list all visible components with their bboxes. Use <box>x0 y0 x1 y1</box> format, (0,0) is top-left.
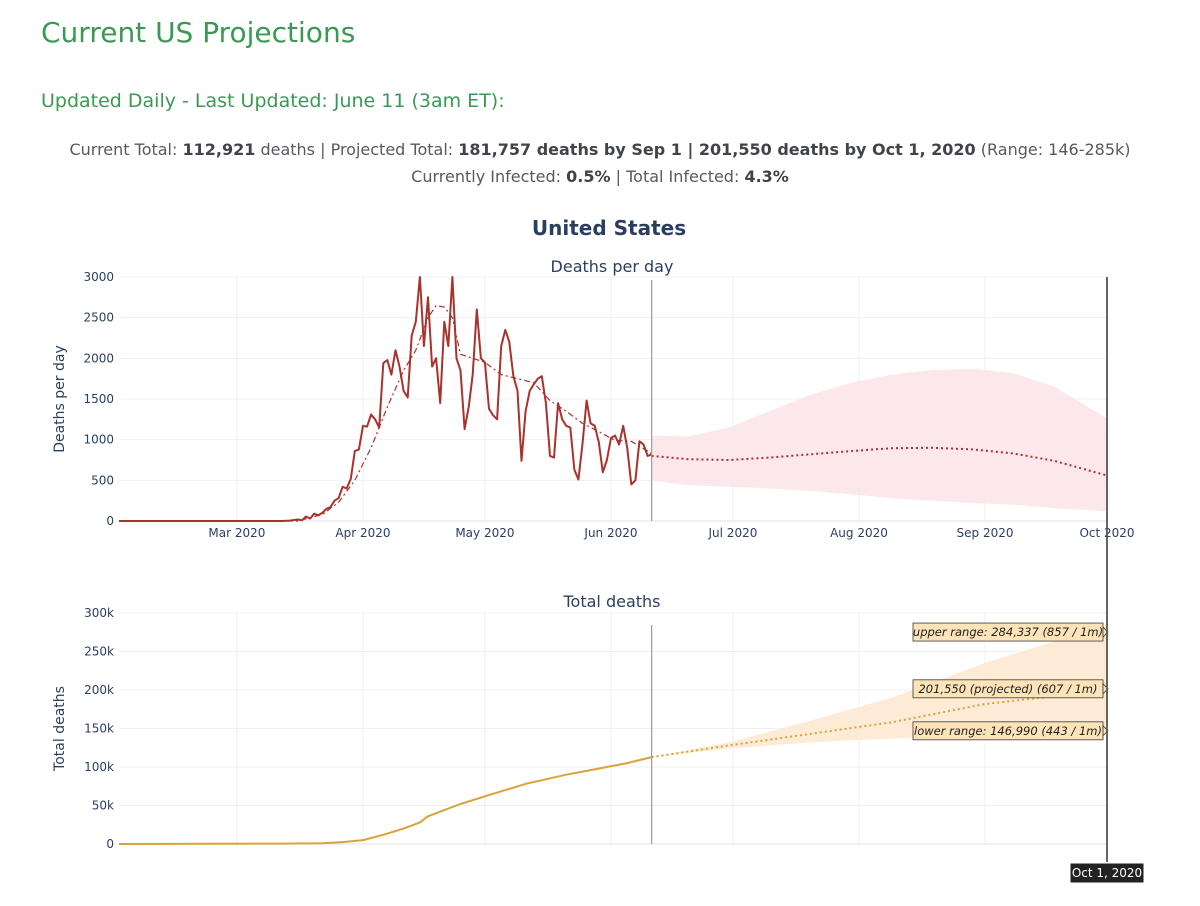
daily-xtick-label-6: Sep 2020 <box>957 526 1014 540</box>
total-annotation-pointer-2 <box>1102 724 1109 737</box>
total-ytick-label-4: 200k <box>84 683 114 697</box>
total-ytick-label-6: 300k <box>84 606 114 620</box>
daily-y-axis-title: Deaths per day <box>52 345 68 453</box>
current-total-label: Current Total: <box>69 140 178 159</box>
total-ytick-label-1: 50k <box>92 799 114 813</box>
daily-subplot-title: Deaths per day <box>551 257 674 276</box>
daily-xtick-label-3: Jun 2020 <box>583 526 637 540</box>
total-series-total-deaths <box>118 756 652 845</box>
total-annotation-text-1: 201,550 (projected) (607 / 1m) <box>918 682 1097 696</box>
daily-ytick-label-0: 0 <box>106 514 114 528</box>
total-subplot-title: Total deaths <box>562 592 660 611</box>
daily-ytick-label-5: 2500 <box>83 311 114 325</box>
range-text: (Range: 146-285k) <box>980 140 1131 159</box>
summary-line-1: Current Total: 112,921 deaths | Projecte… <box>0 136 1200 163</box>
total-annotation-text-0: upper range: 284,337 (857 / 1m) <box>913 625 1103 639</box>
daily-ytick-label-4: 2000 <box>83 351 114 365</box>
daily-series-projected <box>651 446 1108 477</box>
current-total-value: 112,921 <box>182 140 256 159</box>
projected-total-value: 181,757 deaths by Sep 1 | 201,550 deaths… <box>458 140 976 159</box>
total-y-axis-title: Total deaths <box>52 686 68 772</box>
daily-series-reported-deaths <box>119 276 652 522</box>
currently-infected-value: 0.5% <box>566 167 611 186</box>
total-infected-value: 4.3% <box>744 167 789 186</box>
currently-infected-label: Currently Infected: <box>411 167 562 186</box>
projected-total-label: deaths | Projected Total: <box>260 140 454 159</box>
total-annotation-text-2: lower range: 146,990 (443 / 1m) <box>914 724 1102 738</box>
daily-range-band <box>651 368 1107 512</box>
summary-block: Current Total: 112,921 deaths | Projecte… <box>0 136 1200 190</box>
summary-line-2: Currently Infected: 0.5% | Total Infecte… <box>0 163 1200 190</box>
daily-xtick-label-1: Apr 2020 <box>335 526 390 540</box>
daily-xtick-label-4: Jul 2020 <box>708 526 758 540</box>
daily-ytick-label-1: 500 <box>91 473 114 487</box>
total-ytick-label-2: 100k <box>84 760 114 774</box>
daily-xtick-label-2: May 2020 <box>455 526 514 540</box>
total-annotation-pointer-1 <box>1102 682 1109 695</box>
page-title: Current US Projections <box>41 16 356 49</box>
total-ytick-label-0: 0 <box>106 837 114 851</box>
last-updated-heading: Updated Daily - Last Updated: June 11 (3… <box>41 90 505 112</box>
hover-label-text: Oct 1, 2020 <box>1072 866 1142 880</box>
daily-ytick-label-2: 1000 <box>83 433 114 447</box>
total-ytick-label-5: 250k <box>84 645 114 659</box>
chart-main-title: United States <box>532 216 686 240</box>
total-infected-label: | Total Infected: <box>615 167 740 186</box>
daily-xtick-label-5: Aug 2020 <box>830 526 888 540</box>
total-annotation-pointer-0 <box>1102 626 1109 639</box>
daily-xtick-label-0: Mar 2020 <box>208 526 265 540</box>
daily-ytick-label-3: 1500 <box>83 392 114 406</box>
total-ytick-label-3: 150k <box>84 722 114 736</box>
daily-series-smoothed-average <box>119 304 652 522</box>
hover-label-box <box>1069 862 1145 884</box>
daily-ytick-label-6: 3000 <box>83 270 114 284</box>
